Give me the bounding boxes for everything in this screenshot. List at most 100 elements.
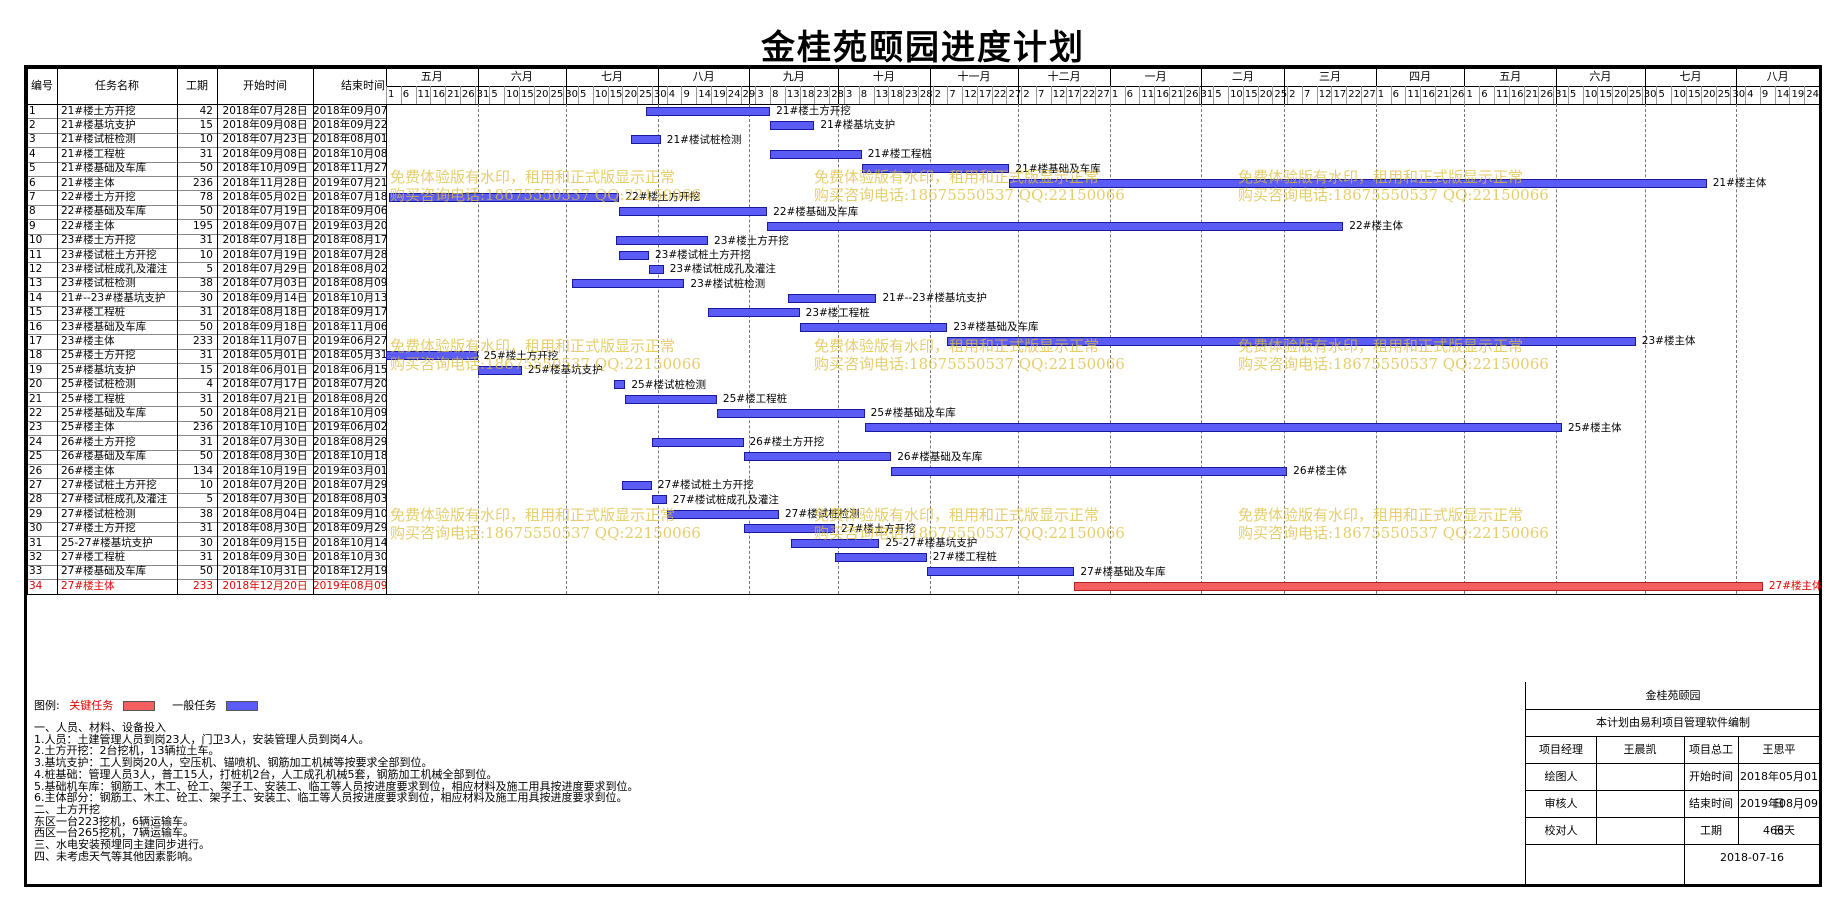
grid-line <box>430 86 432 104</box>
day-tick-label: 27 <box>1008 89 1022 100</box>
grid-line <box>1257 86 1259 104</box>
task-bar[interactable] <box>622 480 652 490</box>
task-end: 2018年10月30日 <box>313 550 386 563</box>
notes-text: 一、人员、材料、设备投入 1.人员：土建管理人员到岗23人，门卫3人，安装管理人… <box>34 721 639 863</box>
day-tick-label: 18 <box>890 89 904 100</box>
header-end: 结束时间 <box>341 79 385 92</box>
grid-line <box>1124 86 1126 104</box>
sign-project: 金桂苑颐园 <box>1645 689 1701 702</box>
task-no: 2 <box>29 118 36 131</box>
task-bar-label: 23#楼主体 <box>1641 335 1696 348</box>
task-bar[interactable] <box>625 394 717 404</box>
day-tick-label: 29 <box>742 89 756 100</box>
task-bar[interactable] <box>619 250 649 260</box>
task-name: 23#楼试桩成孔及灌注 <box>61 262 168 275</box>
task-no: 5 <box>29 162 36 175</box>
day-tick-label: 15 <box>1244 89 1258 100</box>
task-bar[interactable] <box>651 495 667 505</box>
day-tick-label: 16 <box>1510 89 1524 100</box>
task-bar[interactable] <box>743 524 836 534</box>
grid-line <box>929 104 931 594</box>
task-bar[interactable] <box>770 149 862 159</box>
task-end: 2018年08月29日 <box>313 435 386 448</box>
task-bar[interactable] <box>646 106 771 116</box>
task-bar[interactable] <box>1009 178 1707 188</box>
task-bar[interactable] <box>926 567 1075 577</box>
grid-line <box>459 86 461 104</box>
task-no: 32 <box>29 550 43 563</box>
task-bar[interactable] <box>651 437 744 447</box>
task-end: 2018年10月13日 <box>313 291 386 304</box>
task-start: 2018年09月30日 <box>222 550 308 563</box>
task-bar-label: 21#楼工程桩 <box>867 148 932 161</box>
grid-line <box>1553 86 1555 104</box>
task-bar[interactable] <box>891 466 1288 476</box>
task-duration: 31 <box>199 306 213 319</box>
task-bar[interactable] <box>477 365 522 375</box>
task-end: 2018年07月28日 <box>313 248 386 261</box>
grid-line <box>27 464 386 465</box>
task-name: 23#楼主体 <box>61 334 115 347</box>
task-bar[interactable] <box>743 452 892 462</box>
task-bar[interactable] <box>648 264 664 274</box>
grid-line <box>681 86 683 104</box>
grid-line <box>917 86 919 104</box>
task-start: 2018年07月21日 <box>222 392 308 405</box>
task-bar-label: 27#楼试桩成孔及灌注 <box>672 493 779 506</box>
task-start: 2018年11月28日 <box>222 176 308 189</box>
task-bar[interactable] <box>864 423 1562 433</box>
task-bar-label: 23#楼试桩成孔及灌注 <box>669 263 776 276</box>
legend-normal-label: 一般任务 <box>172 699 217 712</box>
task-bar[interactable] <box>631 135 661 145</box>
task-bar[interactable] <box>799 322 948 332</box>
task-name: 22#楼土方开挖 <box>61 190 136 203</box>
task-bar[interactable] <box>790 538 880 548</box>
grid-line <box>1684 736 1685 884</box>
task-bar[interactable] <box>767 221 1344 231</box>
task-bar[interactable] <box>613 380 626 390</box>
grid-line <box>1272 86 1274 104</box>
task-bar[interactable] <box>388 192 620 202</box>
day-tick-label: 24 <box>727 89 741 100</box>
day-tick-label: 26 <box>461 89 475 100</box>
grid-line <box>27 176 386 177</box>
grid-line <box>749 68 751 104</box>
task-bar[interactable] <box>716 408 865 418</box>
grid-line <box>1523 86 1525 104</box>
task-start: 2018年08月30日 <box>222 522 308 535</box>
day-tick-label: 21 <box>1525 89 1539 100</box>
day-tick-label: 31 <box>1200 89 1214 100</box>
grid-line <box>27 334 386 336</box>
grid-line <box>1095 86 1097 104</box>
day-tick-label: 12 <box>1318 89 1332 100</box>
task-duration: 31 <box>199 349 213 362</box>
grid-line <box>563 86 565 104</box>
grid-line <box>27 521 386 523</box>
legend-critical-label: 关键任务 <box>69 699 114 712</box>
grid-line <box>504 86 506 104</box>
task-bar[interactable] <box>861 164 1010 174</box>
task-name: 23#楼土方开挖 <box>61 234 136 247</box>
grid-line <box>651 86 653 104</box>
task-bar[interactable] <box>947 336 1636 346</box>
grid-line <box>27 276 386 278</box>
task-bar[interactable] <box>1074 581 1763 591</box>
task-bar[interactable] <box>572 279 685 289</box>
grid-line <box>1556 104 1558 594</box>
task-duration: 195 <box>192 219 213 232</box>
task-end: 2018年10月08日 <box>313 147 386 160</box>
grid-line <box>1331 86 1333 104</box>
task-bar[interactable] <box>386 351 478 361</box>
task-end: 2018年11月27日 <box>313 162 386 175</box>
day-tick-label: 26 <box>1185 89 1199 100</box>
task-bar[interactable] <box>708 308 800 318</box>
task-bar[interactable] <box>666 509 779 519</box>
task-bar[interactable] <box>616 236 709 246</box>
task-bar[interactable] <box>619 207 768 217</box>
grid-line <box>740 86 742 104</box>
task-bar[interactable] <box>787 293 877 303</box>
task-bar[interactable] <box>770 120 815 130</box>
day-tick-label: 14 <box>1776 89 1790 100</box>
task-bar[interactable] <box>835 552 927 562</box>
day-tick-label: 30 <box>1732 89 1746 100</box>
